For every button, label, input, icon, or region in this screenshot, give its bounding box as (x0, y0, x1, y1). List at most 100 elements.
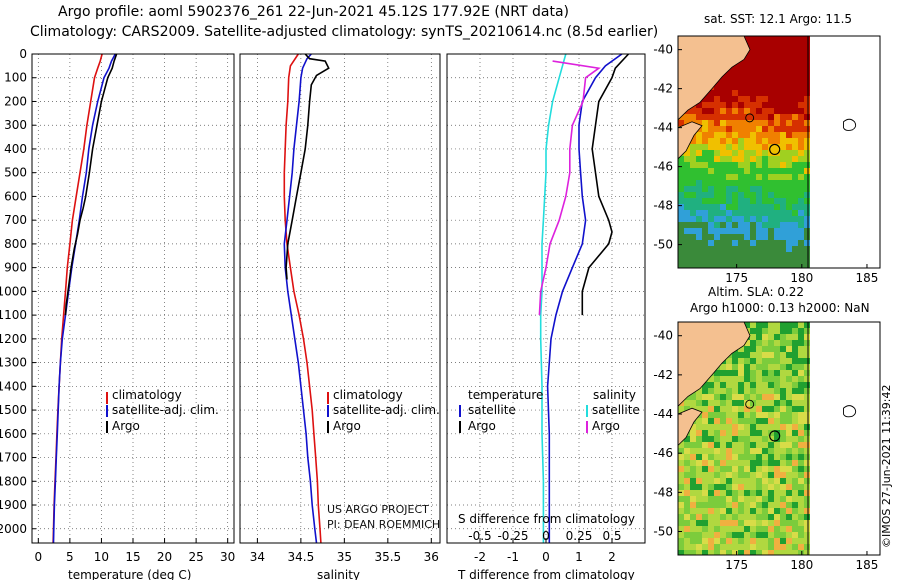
sla-map-cell (762, 496, 768, 502)
sst-map-cell (780, 132, 786, 138)
sst-map-cell (708, 162, 714, 168)
sst-map-cell (678, 186, 684, 192)
sla-map-cell (738, 436, 744, 442)
sla-map-cell (756, 514, 762, 520)
sla-map-cell (714, 508, 720, 514)
sst-map-cell (738, 234, 744, 240)
sst-map-cell (804, 120, 810, 126)
sla-map-cell (774, 388, 780, 394)
sla-map-cell (690, 538, 696, 544)
sla-map-cell (780, 460, 786, 466)
sla-map-cell (780, 406, 786, 412)
sla-map-cell (804, 508, 810, 514)
sla-map-cell (684, 538, 690, 544)
sla-map-cell (690, 520, 696, 526)
sst-map-cell (714, 144, 720, 150)
sla-map-cell (768, 520, 774, 526)
sla-map-cell (774, 418, 780, 424)
sst-map-cell (762, 168, 768, 174)
sst-map-cell (804, 36, 810, 42)
sst-map-cell (798, 102, 804, 108)
sst-map-cell (750, 102, 756, 108)
sla-map-cell (780, 484, 786, 490)
sst-map-cell (756, 264, 762, 268)
sst-map-cell (780, 186, 786, 192)
sla-map-cell (726, 478, 732, 484)
sst-map-cell (768, 72, 774, 78)
sla-map-cell (708, 484, 714, 490)
sla-map-cell (768, 472, 774, 478)
sla-map-cell (798, 484, 804, 490)
sla-map-cell (714, 538, 720, 544)
sst-map-cell (756, 42, 762, 48)
sla-map-cell (714, 436, 720, 442)
sst-map-cell (756, 126, 762, 132)
sla-map-cell (780, 502, 786, 508)
sla-map-cell (744, 436, 750, 442)
sla-map-cell (756, 442, 762, 448)
sst-map-cell (690, 192, 696, 198)
sla-map-cell (726, 460, 732, 466)
depth-tick-label: 1700 (0, 451, 27, 465)
sst-map-cell (762, 192, 768, 198)
sst-map-cell (690, 204, 696, 210)
sst-map-cell (786, 198, 792, 204)
sst-map-cell (726, 144, 732, 150)
sla-map-cell (774, 328, 780, 334)
sla-map-cell (792, 442, 798, 448)
sla-map-cell (696, 502, 702, 508)
sla-map-cell (702, 448, 708, 454)
sla-map-cell (732, 376, 738, 382)
sst-map-cell (696, 210, 702, 216)
sla-map-cell (786, 346, 792, 352)
sla-map-cell (750, 358, 756, 364)
sla-map-cell (774, 490, 780, 496)
sst-map-cell (750, 60, 756, 66)
sla-map-cell (732, 550, 738, 555)
sst-map-cell (738, 222, 744, 228)
sla-map-cell (804, 490, 810, 496)
sst-map-cell (702, 252, 708, 258)
sla-map-cell (720, 460, 726, 466)
sla-map-cell (744, 376, 750, 382)
sst-map-cell (750, 150, 756, 156)
sst-map-cell (768, 234, 774, 240)
sst-map-cell (720, 132, 726, 138)
sla-map-cell (780, 328, 786, 334)
sla-map-cell (804, 544, 810, 550)
sla-map-cell (786, 406, 792, 412)
sla-map-cell (798, 478, 804, 484)
sla-map-cell (708, 460, 714, 466)
sst-map-cell (690, 198, 696, 204)
sst-map-cell (756, 204, 762, 210)
sla-map-cell (774, 484, 780, 490)
sla-map-cell (720, 442, 726, 448)
sst-map-cell (708, 240, 714, 246)
sla-map-cell (780, 526, 786, 532)
sla-map-island (843, 405, 857, 418)
sla-map-cell (726, 550, 732, 555)
sla-map-cell (684, 454, 690, 460)
sst-map-cell (708, 132, 714, 138)
sla-map-cell (756, 526, 762, 532)
sst-map-cell (702, 150, 708, 156)
sst-map-cell (792, 114, 798, 120)
sst-map-cell (720, 198, 726, 204)
sst-map-cell (804, 84, 810, 90)
sst-map-cell (702, 96, 708, 102)
sst-map-cell (714, 102, 720, 108)
sla-map-cell (762, 490, 768, 496)
sst-map-cell (750, 228, 756, 234)
sla-map-cell (732, 370, 738, 376)
sst-map-cell (738, 252, 744, 258)
sst-map-cell (804, 264, 810, 268)
sla-map-cell (780, 418, 786, 424)
sst-map-cell (798, 186, 804, 192)
sst-map-cell (708, 246, 714, 252)
sla-map-cell (702, 478, 708, 484)
sst-map-cell (720, 168, 726, 174)
sst-map-cell (738, 192, 744, 198)
sla-map-cell (780, 508, 786, 514)
sla-map-cell (804, 430, 810, 436)
sst-map-cell (798, 36, 804, 42)
